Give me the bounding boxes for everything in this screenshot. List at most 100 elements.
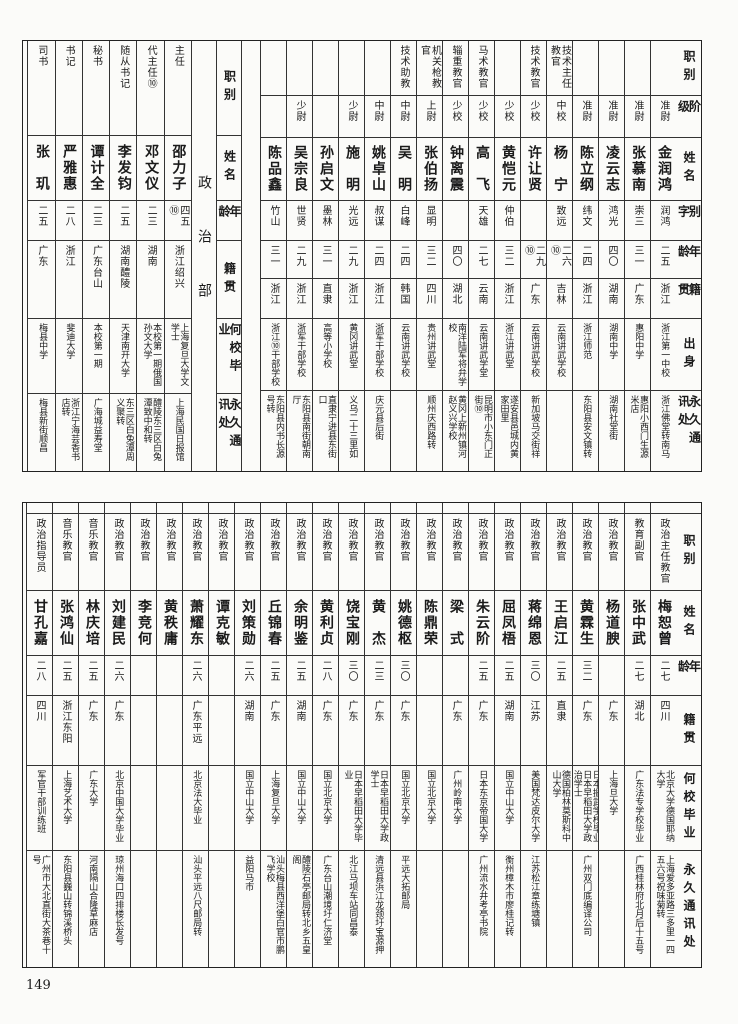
- field-value: 天雄: [469, 201, 494, 241]
- person-name: 梁 式: [443, 591, 468, 656]
- person-name: 李发钧: [110, 136, 137, 201]
- blank-row: [105, 503, 130, 514]
- field-value: 国立中山大学: [235, 766, 260, 851]
- roster-entry: 少尉施 明光远 二九 浙江 黄冈讲武堂 义乌二十三里如: [338, 41, 364, 471]
- field-value: 国立北京大学: [417, 766, 442, 851]
- column-header: 别字: [676, 201, 701, 241]
- field-value: 广东: [599, 696, 624, 766]
- field-value: [209, 696, 234, 766]
- address: 东三区白兔潭周义聚转: [114, 398, 134, 461]
- column-header: 永久通讯处: [676, 395, 702, 449]
- field-value: 少尉: [287, 96, 312, 138]
- field-value: 国立中山大学: [495, 766, 520, 851]
- roster-entry: 少尉 吴宗良 世贤 二九 浙江 浙军干部学校 东阳县南街朝南厅: [286, 41, 312, 471]
- roster-entry: 政治教官 刘策勋 二六 湖南 国立中山大学 益阳马市: [234, 503, 260, 967]
- roster-entry: 政治教官 蒋绵恩 三〇 江苏 美国梵达皮尔大学 江苏松江章练塘镇: [520, 503, 546, 967]
- address: [547, 391, 572, 470]
- field-value: 湖北: [625, 696, 650, 766]
- blank-row: [339, 503, 364, 514]
- blank-row: [183, 503, 208, 514]
- column-header: 何校毕业: [217, 319, 241, 394]
- address: [209, 851, 234, 965]
- field-value: 德国柏林莫斯科中山大学: [547, 766, 572, 851]
- field-value: 显明: [417, 201, 442, 241]
- field-value: 政治教官: [365, 514, 390, 591]
- person-name: 黄霖生: [573, 591, 598, 656]
- address: 广州市大北直街大茶巷十号: [30, 855, 51, 954]
- field-value: 上海艺术大学: [53, 766, 78, 851]
- field-value: [339, 41, 364, 96]
- header-column: 职别 姓名 年龄 籍贯 何校毕业 永久通讯处: [216, 41, 241, 471]
- field-value: 音乐教官: [53, 514, 78, 591]
- field-value: 广东平远: [183, 696, 208, 766]
- field-value: 三二: [573, 656, 598, 696]
- person-name: 邓文仪: [137, 136, 164, 201]
- person-name: 吴宗良: [287, 138, 312, 201]
- field-value: 少校: [469, 96, 494, 138]
- column-header: 职别: [676, 514, 701, 591]
- roster-entry: 准尉 张慕南 崇三 三一 广东 惠阳中学 惠阳小西门生源米店: [624, 41, 650, 471]
- roster-entry: 马术教官 少校高 飞天雄 二七 云南 云南讲武学堂 昆明市小东门正街⑩: [468, 41, 494, 471]
- roster-entry: 随从书记 李发钧 二五 湖南醴陵 天津南开大学 东三区白兔潭周义聚转: [109, 41, 137, 471]
- field-value: 广东: [521, 279, 546, 319]
- blank-row: [79, 503, 104, 514]
- address: 梅县新街顺昌: [37, 398, 48, 452]
- person-name: 杨 宁: [547, 138, 572, 201]
- person-name: 梅恕曾: [651, 591, 676, 656]
- address: 河南隔山合隆草麻店: [87, 855, 98, 936]
- person-name: 丘锦春: [261, 591, 286, 656]
- blank-row: [676, 503, 701, 514]
- field-value: 准尉: [651, 96, 676, 138]
- field-value: 政治教官: [183, 514, 208, 591]
- blank-row: [391, 503, 416, 514]
- field-value: 准尉: [625, 96, 650, 138]
- field-value: [287, 41, 312, 96]
- person-name: 黄秩庸: [157, 591, 182, 656]
- column-header: 何校毕业: [676, 766, 701, 851]
- field-value: 政治教官: [235, 514, 260, 591]
- field-value: 浙江: [287, 279, 312, 319]
- field-value: [599, 41, 624, 96]
- roster-entry: 政治教官 王启江 二五 直隶 德国柏林莫斯科中山大学: [546, 503, 572, 967]
- field-value: 政治教官: [339, 514, 364, 591]
- person-name: 金润鸿: [651, 138, 676, 201]
- field-value: 广东: [391, 696, 416, 766]
- field-value: 湖南醴陵: [110, 241, 137, 319]
- field-value: 技术教官: [521, 41, 546, 96]
- field-value: 墨林: [313, 201, 338, 241]
- roster-entry: 司书张 玑二五 广东 梅县中学 梅县新街顺昌: [27, 41, 55, 471]
- column-header: 年龄: [676, 241, 701, 279]
- field-value: 三〇: [391, 656, 416, 696]
- column-header: 籍贯: [676, 696, 701, 766]
- field-value: 世贤: [287, 201, 312, 241]
- field-value: 随从书记: [110, 41, 137, 136]
- address: 广州双门底编译公司: [581, 855, 592, 936]
- address: 广东台山潮境圩仁济堂: [321, 855, 332, 945]
- field-value: 政治教官: [573, 514, 598, 591]
- field-value: 中尉: [365, 96, 390, 138]
- address: 琼州海口四排楼长发号: [113, 855, 124, 945]
- department-title: 政治部: [191, 41, 216, 471]
- person-name: 张鸿仙: [53, 591, 78, 656]
- roster-entry: 政治教官 黄霖生 三二 广东 日本振武学校毕业日本早稻田大学政治学士 广州双门底编译公司: [572, 503, 598, 967]
- roster-entry: 孙启文 墨林 三一 直隶 高等小学校 直隶宁进县东街口: [312, 41, 338, 471]
- person-name: 饶宝刚: [339, 591, 364, 656]
- field-value: 二八: [55, 201, 82, 241]
- field-value: 二四: [573, 241, 598, 279]
- person-name: 屈凤梧: [495, 591, 520, 656]
- field-value: [443, 656, 468, 696]
- address: [599, 851, 624, 965]
- column-header: 籍贯: [676, 279, 701, 319]
- field-value: 二六: [183, 656, 208, 696]
- address: [391, 391, 416, 470]
- roster-entry: 政治教官 黄秩庸: [156, 503, 182, 967]
- person-name: 姚卓山: [365, 138, 390, 201]
- field-value: 吉林: [547, 279, 572, 319]
- person-name: 黄利贞: [313, 591, 338, 656]
- field-value: 浙江讲武堂: [495, 319, 520, 391]
- address: [547, 851, 572, 965]
- field-value: 二三: [82, 201, 110, 241]
- roster-entry: 政治教官 李竞何: [130, 503, 156, 967]
- field-value: 湖北: [443, 279, 468, 319]
- person-name: 凌云志: [599, 138, 624, 201]
